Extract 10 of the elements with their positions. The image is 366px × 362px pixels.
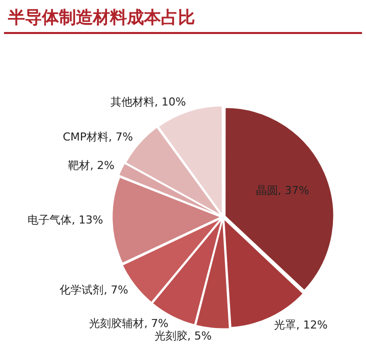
chart-title: 半导体制造材料成本占比	[8, 7, 195, 29]
slice-label: 光罩, 12%	[274, 318, 328, 332]
slice-label: 光刻胶, 5%	[154, 329, 212, 342]
slice-label: 光刻胶辅材, 7%	[89, 316, 169, 330]
slice-label: 电子气体, 13%	[28, 214, 104, 227]
slice-label: 晶圆, 37%	[256, 184, 310, 198]
slice-label: 其他材料, 10%	[110, 96, 186, 109]
slice-label: 靶材, 2%	[68, 158, 114, 172]
slice-label: CMP材料, 7%	[62, 130, 133, 144]
slice-label: 化学试剂, 7%	[60, 283, 128, 296]
